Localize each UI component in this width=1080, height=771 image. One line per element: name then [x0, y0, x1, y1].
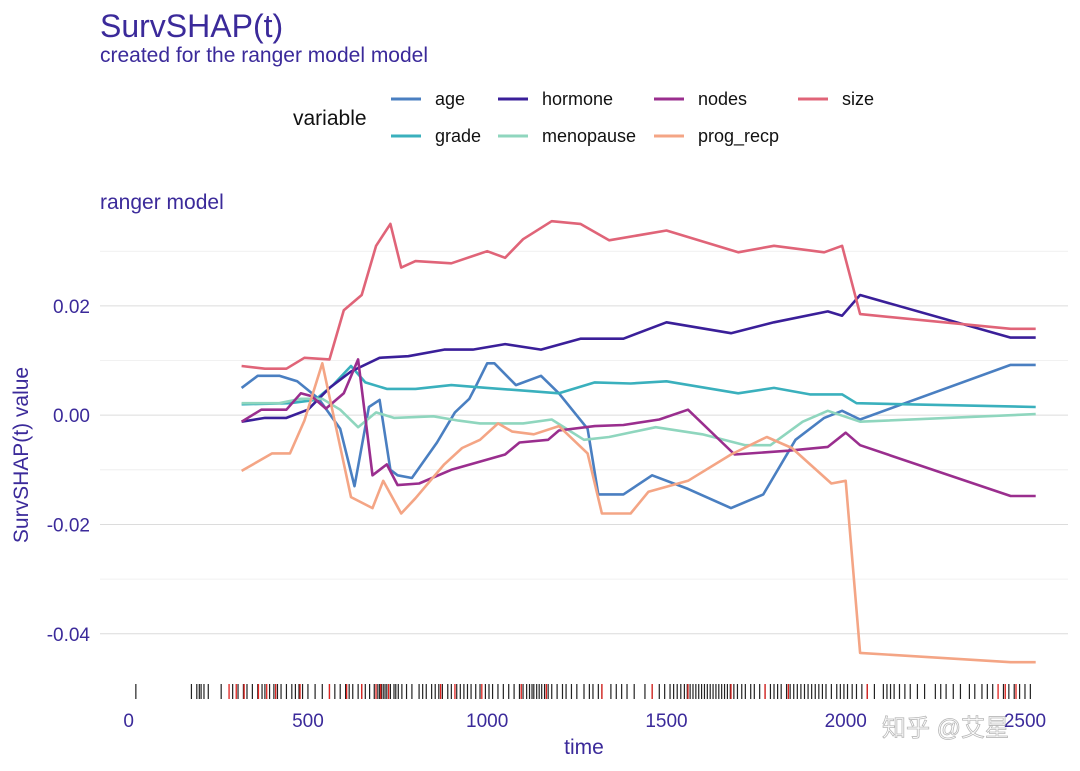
- series-line-prog-recp: [240, 362, 1036, 664]
- series-lines: [240, 219, 1036, 664]
- x-axis: 0 500 1000 1500 2000 2500: [123, 711, 1046, 732]
- legend-label: hormone: [542, 89, 613, 109]
- x-tick-label: 1500: [645, 711, 687, 732]
- legend: variable age grade hormone menopause nodes pr…: [293, 89, 874, 147]
- legend-label: nodes: [698, 89, 747, 109]
- series-line-nodes: [240, 358, 1036, 498]
- series-line-hormone: [241, 293, 1036, 423]
- legend-label: grade: [435, 126, 481, 146]
- legend-label: prog_recp: [698, 126, 779, 147]
- legend-label: size: [842, 89, 874, 109]
- y-axis: -0.04 -0.02 0.00 0.02: [47, 297, 91, 646]
- gridlines: [100, 250, 1068, 635]
- x-tick-label: 500: [292, 711, 324, 732]
- x-axis-title: time: [564, 736, 604, 759]
- x-tick-label: 1000: [466, 711, 508, 732]
- watermark: 知乎 @艾星: [882, 715, 1009, 742]
- legend-label: menopause: [542, 126, 636, 146]
- y-tick-label: 0.00: [53, 406, 90, 427]
- series-line-grade: [241, 364, 1036, 409]
- x-tick-label: 0: [123, 711, 134, 732]
- x-tick-label: 2000: [825, 711, 867, 732]
- x-tick-label: 2500: [1004, 711, 1046, 732]
- rug-plot: [135, 684, 1031, 699]
- y-tick-label: 0.02: [53, 297, 90, 318]
- y-tick-label: -0.04: [47, 625, 91, 646]
- chart-subtitle: created for the ranger model model: [100, 44, 429, 67]
- y-axis-title: SurvSHAP(t) value: [10, 367, 33, 543]
- series-line-menopause: [241, 397, 1036, 447]
- facet-label: ranger model: [100, 191, 224, 214]
- series-line-age: [240, 362, 1036, 510]
- y-tick-label: -0.02: [47, 515, 90, 536]
- series-line-size: [241, 219, 1036, 370]
- legend-title: variable: [293, 107, 367, 130]
- legend-label: age: [435, 89, 465, 109]
- chart-title: SurvSHAP(t): [100, 8, 284, 44]
